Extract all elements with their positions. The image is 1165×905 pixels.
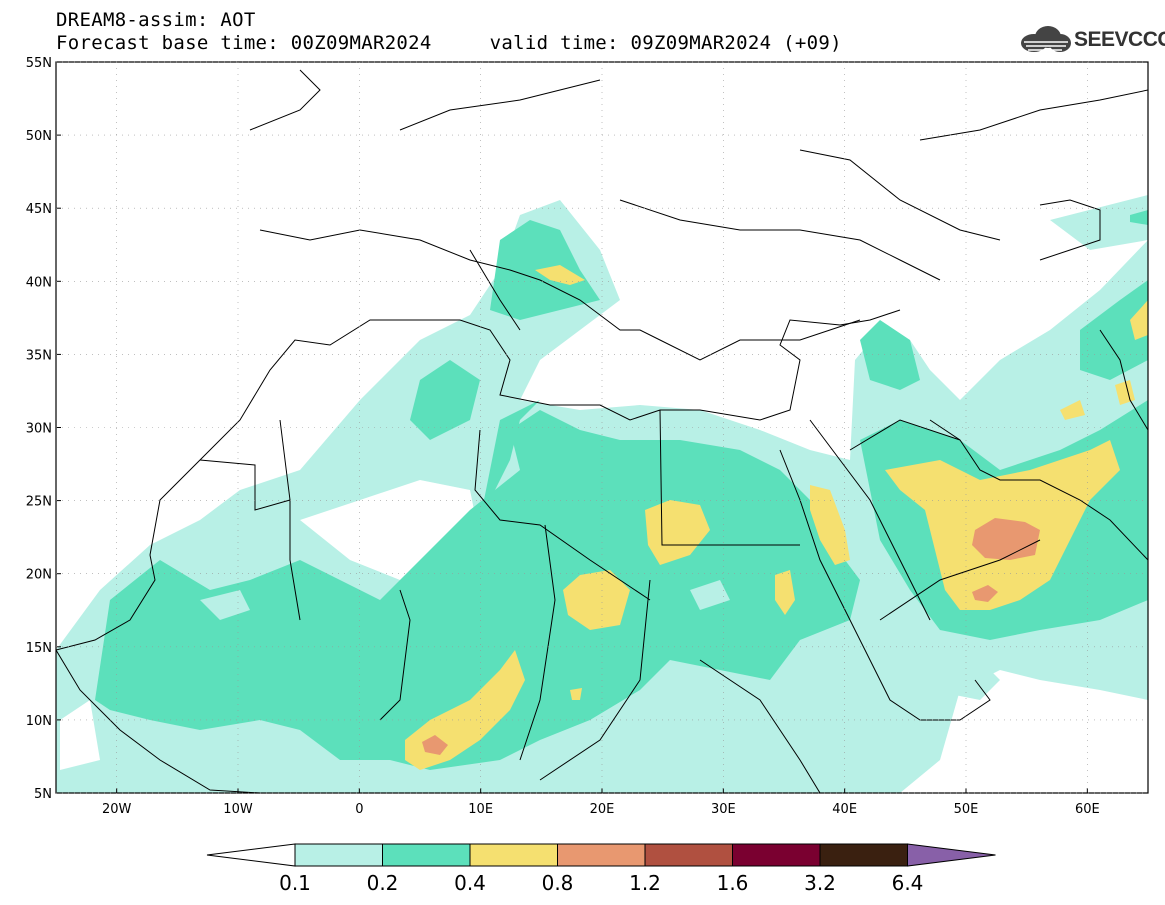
colorbar-label: 3.2 xyxy=(804,871,836,895)
lat-tick-label: 35N xyxy=(26,348,52,363)
colorbar-swatch xyxy=(382,843,471,867)
coastlines xyxy=(56,69,1148,793)
colorbar-swatch xyxy=(557,843,646,867)
lon-tick-label: 20W xyxy=(102,802,132,817)
lat-tick-label: 45N xyxy=(26,202,52,217)
lat-tick-label: 5N xyxy=(34,787,52,802)
lon-tick-label: 0 xyxy=(355,802,363,817)
lat-tick-label: 50N xyxy=(26,129,52,144)
lon-tick-label: 50E xyxy=(954,802,979,817)
aot-field xyxy=(56,62,1148,793)
valid-time: valid time: 09Z09MAR2024 (+09) xyxy=(489,32,842,54)
colorbar-label: 0.1 xyxy=(279,871,311,895)
forecast-time-line: Forecast base time: 00Z09MAR2024 valid ti… xyxy=(56,33,842,53)
aot-contour-0.2 xyxy=(95,410,860,770)
aot-contour-0.8 xyxy=(422,735,448,755)
colorbar-label: 6.4 xyxy=(892,871,924,895)
lat-tick-label: 25N xyxy=(26,495,52,510)
colorbar-swatch xyxy=(469,843,558,867)
aot-contour-0.1-africa xyxy=(900,600,1000,700)
lon-tick-label: 10E xyxy=(468,802,493,817)
map-title: DREAM8-assim: AOT xyxy=(56,9,256,31)
colorbar-label: 1.6 xyxy=(717,871,749,895)
colorbar-min-arrow xyxy=(206,843,296,867)
lon-tick-label: 10W xyxy=(223,802,253,817)
logo-text: SEEVCCC xyxy=(1074,28,1165,51)
colorbar-label: 0.2 xyxy=(367,871,399,895)
lat-tick-label: 40N xyxy=(26,275,52,290)
latitude-axis: 55N 50N 45N 40N 35N 30N 25N 20N 15N 10N 5N xyxy=(26,56,1148,802)
lat-tick-label: 20N xyxy=(26,568,52,583)
colorbar: 0.1 0.2 0.4 0.8 1.2 1.6 3.2 6.4 xyxy=(206,843,996,895)
cloud-logo-icon xyxy=(1021,26,1071,52)
lat-tick-label: 30N xyxy=(26,422,52,437)
colorbar-swatch xyxy=(732,843,821,867)
colorbar-max-arrow xyxy=(907,843,996,867)
colorbar-swatch xyxy=(294,843,383,867)
colorbar-label: 1.2 xyxy=(629,871,661,895)
colorbar-swatch xyxy=(644,843,733,867)
colorbar-swatch xyxy=(819,843,908,867)
forecast-base-time: Forecast base time: 00Z09MAR2024 xyxy=(56,32,432,54)
colorbar-label: 0.4 xyxy=(454,871,486,895)
lon-tick-label: 30E xyxy=(711,802,736,817)
aot-contour-0.1-east xyxy=(1050,195,1148,250)
lat-tick-label: 55N xyxy=(26,56,52,71)
lon-tick-label: 40E xyxy=(832,802,857,817)
lat-tick-label: 10N xyxy=(26,714,52,729)
seevccc-logo: SEEVCCC xyxy=(1018,22,1165,56)
lon-tick-label: 60E xyxy=(1075,802,1100,817)
lat-tick-label: 15N xyxy=(26,641,52,656)
colorbar-label: 0.8 xyxy=(542,871,574,895)
lon-tick-label: 20E xyxy=(590,802,615,817)
longitude-axis: 20W 10W 0 10E 20E 30E 40E 50E 60E xyxy=(102,62,1100,817)
